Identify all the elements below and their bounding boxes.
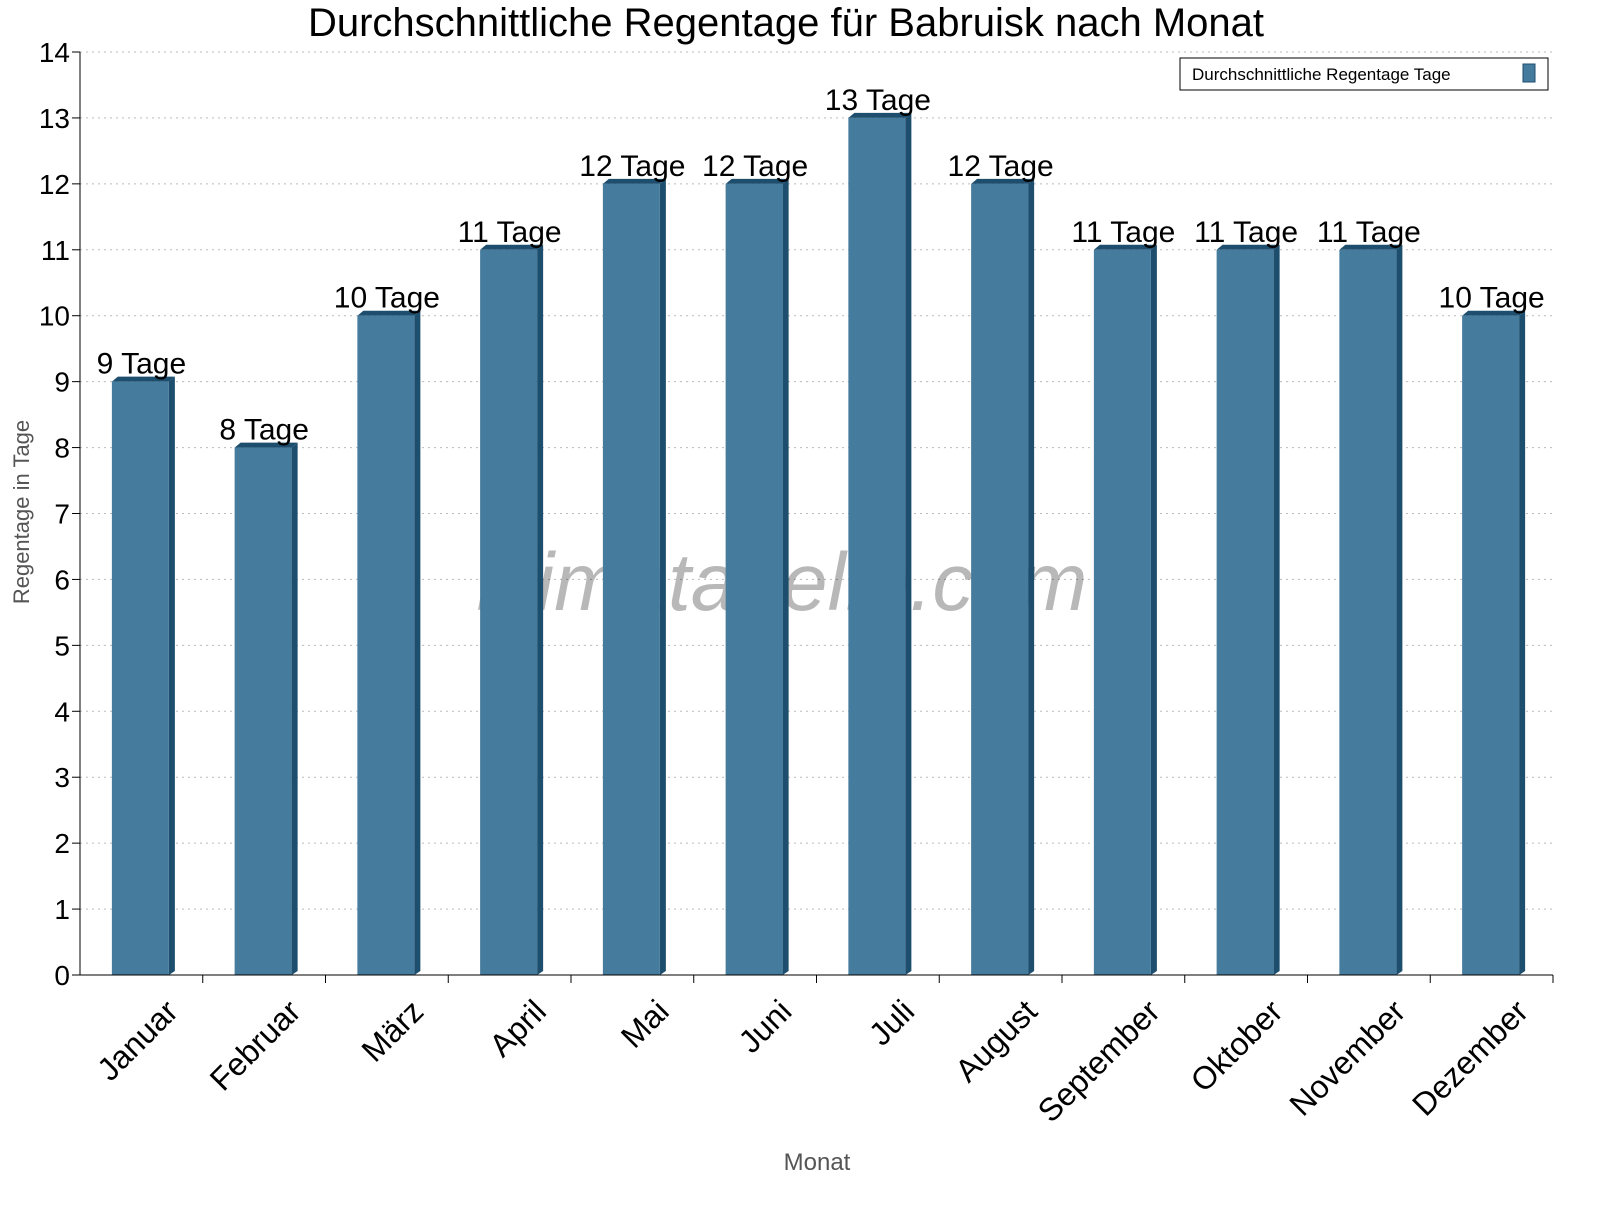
legend-box	[1179, 57, 1549, 91]
y-tick-label: 11	[41, 235, 70, 266]
bar-side	[1028, 178, 1035, 975]
x-tick-label: Januar	[90, 993, 185, 1088]
x-tick-label: Februar	[203, 993, 308, 1098]
y-tick-label: 5	[54, 630, 70, 661]
bar-top	[971, 178, 1035, 184]
bar-side	[291, 442, 298, 976]
bar-side	[659, 178, 666, 975]
y-tick-label: 0	[54, 960, 70, 991]
y-axis-label: Regentage in Tage	[9, 420, 34, 604]
x-tick-label: Dezember	[1405, 993, 1535, 1123]
y-tick-label: 2	[54, 828, 70, 859]
bar-top	[1216, 244, 1280, 250]
bar-top	[111, 376, 175, 382]
bar-side	[537, 244, 544, 976]
x-tick-label: Mai	[614, 993, 676, 1055]
x-tick-label: Juni	[732, 993, 799, 1060]
bar	[1216, 249, 1274, 976]
x-tick-label: November	[1282, 993, 1412, 1123]
y-tick-label: 9	[54, 367, 70, 398]
data-label: 11 Tage	[1317, 216, 1421, 249]
bar-top	[234, 442, 298, 448]
y-tick-label: 13	[39, 103, 70, 134]
x-tick-label: März	[354, 993, 430, 1069]
data-label: 12 Tage	[579, 150, 685, 183]
bar-side	[1396, 244, 1403, 976]
data-label: 12 Tage	[702, 150, 808, 183]
bar-top	[848, 112, 912, 118]
bar	[234, 447, 292, 976]
y-tick-label: 4	[54, 696, 70, 727]
x-tick-label: September	[1031, 993, 1167, 1129]
bar	[1462, 315, 1520, 975]
bar-side	[905, 112, 912, 975]
bar	[357, 315, 415, 975]
x-tick-label: April	[482, 993, 553, 1064]
bar-top	[480, 244, 544, 250]
y-tick-label: 7	[54, 499, 70, 530]
bar-top	[1462, 310, 1526, 316]
x-tick-label: August	[948, 993, 1044, 1089]
legend: Durchschnittliche Regentage Tage	[1179, 57, 1549, 91]
data-label: 8 Tage	[219, 414, 309, 447]
chart-title: Durchschnittliche Regentage für Babruisk…	[308, 1, 1264, 45]
data-label: 11 Tage	[1071, 216, 1175, 249]
y-tick-label: 8	[54, 433, 70, 464]
bar	[1093, 249, 1151, 976]
bar-top	[725, 178, 789, 184]
bar-side	[1150, 244, 1157, 976]
bar	[1339, 249, 1397, 976]
bar-side	[168, 376, 175, 976]
bar-top	[1093, 244, 1157, 250]
y-tick-label: 12	[39, 169, 70, 200]
bar	[971, 183, 1029, 975]
legend-label: Durchschnittliche Regentage Tage	[1192, 65, 1451, 84]
x-tick-label: Oktober	[1184, 993, 1290, 1099]
data-label: 9 Tage	[97, 348, 187, 381]
bar	[602, 183, 660, 975]
bar-top	[357, 310, 421, 316]
bar	[480, 249, 538, 976]
y-tick-label: 10	[39, 301, 70, 332]
y-tick-label: 1	[54, 894, 70, 925]
y-tick-label: 14	[39, 37, 70, 68]
data-label: 11 Tage	[458, 216, 562, 249]
data-label: 12 Tage	[948, 150, 1054, 183]
bar-top	[1339, 244, 1403, 250]
data-label: 10 Tage	[1439, 282, 1545, 315]
bar-side	[1273, 244, 1280, 976]
data-label: 13 Tage	[825, 84, 931, 117]
data-label: 11 Tage	[1194, 216, 1298, 249]
bar-side	[782, 178, 789, 975]
x-tick-label: Juli	[862, 993, 921, 1052]
bar	[848, 117, 906, 975]
y-tick-label: 6	[54, 564, 70, 595]
bar	[725, 183, 783, 975]
bar-side	[414, 310, 421, 975]
bar-top	[602, 178, 666, 184]
x-axis-label: Monat	[784, 1149, 851, 1176]
legend-swatch	[1522, 63, 1536, 83]
y-tick-label: 3	[54, 762, 70, 793]
bar-side	[1519, 310, 1526, 975]
data-label: 10 Tage	[334, 282, 440, 315]
bar	[111, 381, 169, 976]
